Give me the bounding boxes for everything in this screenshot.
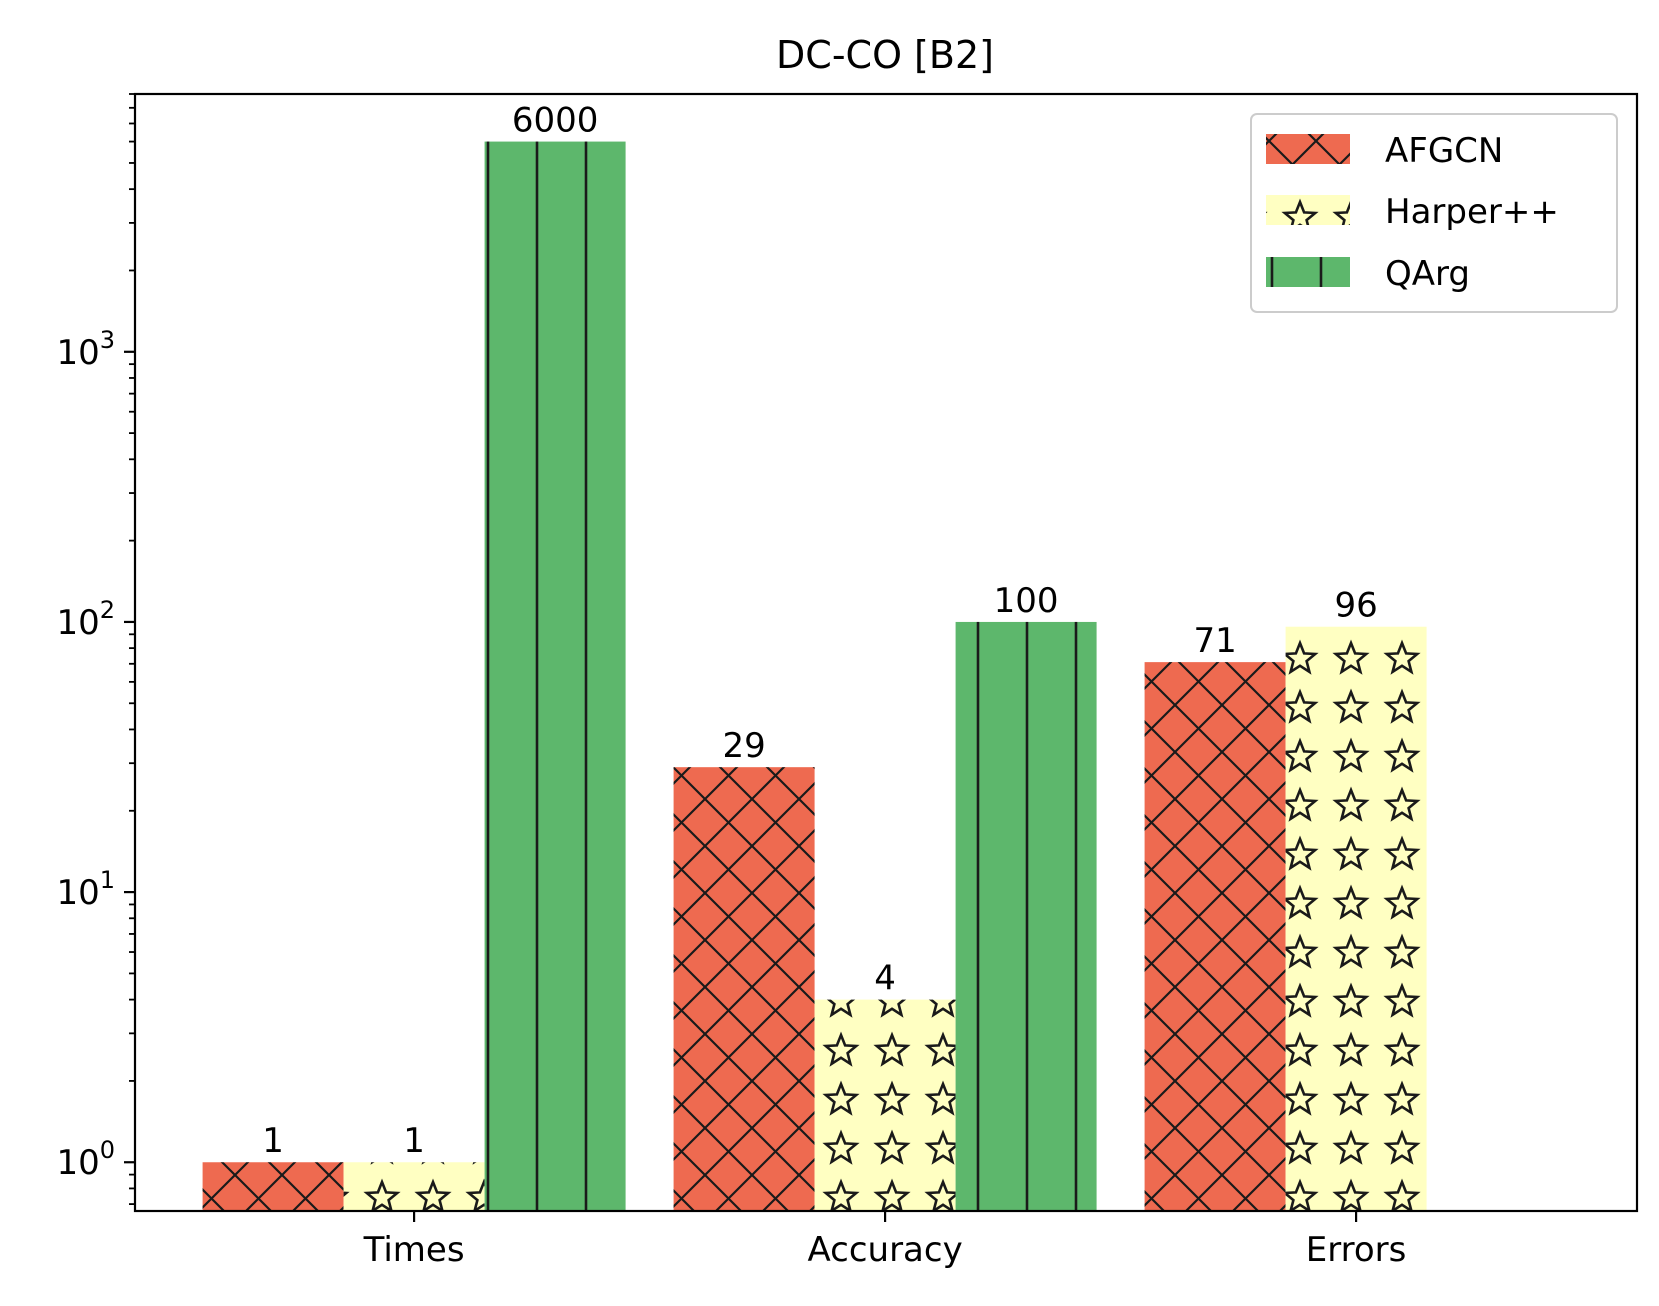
bar-label-harper-times: 1 xyxy=(403,1121,425,1161)
bar-label-harper-accuracy: 4 xyxy=(874,959,896,999)
axes-group: 100 101 102 103 Times Accuracy Errors xyxy=(56,92,1639,1270)
bar-qarg-accuracy-hatch xyxy=(955,621,1097,1211)
bar-label-qarg-times: 6000 xyxy=(512,101,599,141)
y-tick-label-2: 102 xyxy=(56,596,115,643)
y-tick-label-3: 103 xyxy=(56,326,115,373)
chart-title: DC-CO [B2] xyxy=(776,33,994,77)
bar-afgcn-times-hatch xyxy=(202,1162,344,1211)
legend-label-harper: Harper++ xyxy=(1385,192,1559,232)
bar-afgcn-accuracy xyxy=(673,767,815,1211)
legend-swatch-harper-hatch xyxy=(1266,195,1350,225)
y-tick-label-1: 101 xyxy=(56,866,115,913)
bar-harper-errors-hatch xyxy=(1285,626,1427,1211)
bar-labels-group: 1 1 6000 29 4 100 71 96 xyxy=(262,101,1377,1162)
bar-harper-times xyxy=(343,1162,485,1211)
bar-qarg-times-hatch xyxy=(484,141,626,1211)
bar-label-afgcn-errors: 71 xyxy=(1193,621,1236,661)
legend-swatch-afgcn-hatch xyxy=(1266,134,1350,164)
bar-label-afgcn-times: 1 xyxy=(262,1121,284,1161)
legend-entry-qarg: QArg xyxy=(1266,254,1470,294)
x-tick-label-errors: Errors xyxy=(1306,1230,1407,1270)
x-tick-label-accuracy: Accuracy xyxy=(807,1230,962,1270)
bar-label-harper-errors: 96 xyxy=(1334,586,1377,626)
bar-qarg-times xyxy=(484,141,626,1211)
bars-group xyxy=(202,141,1427,1211)
bar-label-qarg-accuracy: 100 xyxy=(994,581,1059,621)
bar-harper-accuracy xyxy=(814,999,956,1211)
bar-afgcn-errors-hatch xyxy=(1144,662,1286,1211)
legend-swatch-qarg-hatch xyxy=(1266,257,1350,287)
bar-afgcn-times xyxy=(202,1162,344,1211)
legend-entry-afgcn: AFGCN xyxy=(1266,131,1503,171)
bar-afgcn-accuracy-hatch xyxy=(673,767,815,1211)
y-tick-label-0: 100 xyxy=(56,1136,115,1183)
bar-qarg-accuracy xyxy=(955,621,1097,1211)
x-tick-label-times: Times xyxy=(363,1230,465,1270)
bar-harper-times-hatch xyxy=(343,1162,485,1211)
legend-label-qarg: QArg xyxy=(1385,254,1470,294)
bar-afgcn-errors xyxy=(1144,662,1286,1211)
bar-harper-errors xyxy=(1285,626,1427,1211)
bar-label-afgcn-accuracy: 29 xyxy=(722,726,765,766)
legend: AFGCN Harper++ QArg xyxy=(1250,113,1618,313)
bar-harper-accuracy-hatch xyxy=(814,999,956,1211)
legend-label-afgcn: AFGCN xyxy=(1385,131,1503,171)
legend-entry-harper: Harper++ xyxy=(1266,192,1559,232)
